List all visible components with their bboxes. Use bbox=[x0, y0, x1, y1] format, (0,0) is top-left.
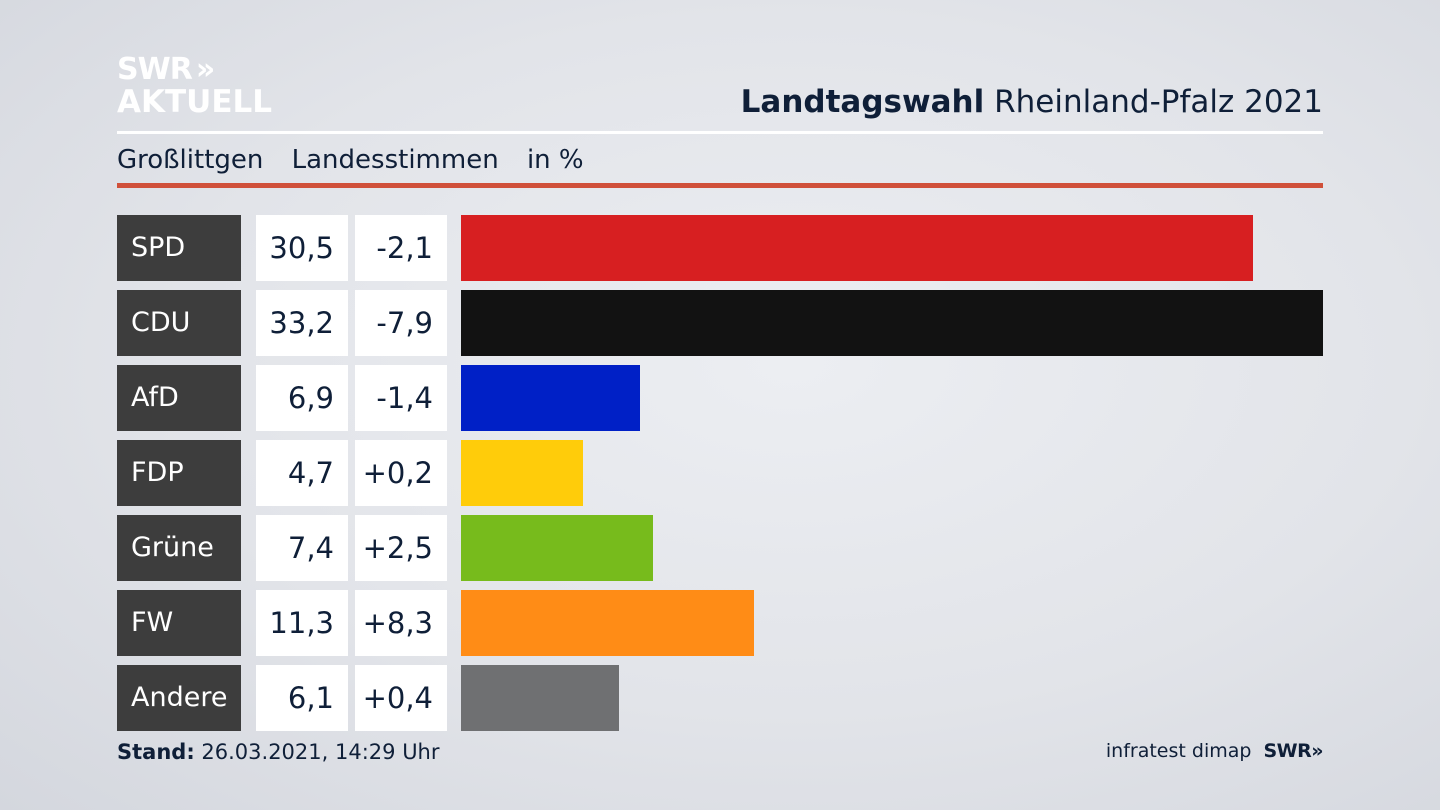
chart-title: Landtagswahl Rheinland-Pfalz 2021 bbox=[741, 84, 1323, 120]
party-label: CDU bbox=[117, 290, 241, 356]
logo-chevron-icon: » bbox=[195, 52, 216, 87]
vote-share-label: 6,9 bbox=[256, 365, 348, 431]
chart-title-rest: Rheinland-Pfalz 2021 bbox=[994, 84, 1323, 120]
chart-row: FDP 4,7 +0,2 bbox=[117, 440, 1323, 506]
bar bbox=[461, 365, 641, 431]
source-credit: infratest dimap SWR» bbox=[1105, 740, 1324, 762]
accent-divider bbox=[117, 183, 1323, 188]
header-divider bbox=[117, 131, 1323, 134]
change-label: +0,2 bbox=[355, 440, 447, 506]
change-label: -1,4 bbox=[355, 365, 447, 431]
change-label: -2,1 bbox=[355, 215, 447, 281]
change-label: +8,3 bbox=[355, 590, 447, 656]
footer-chevron-icon: » bbox=[1311, 740, 1323, 762]
party-label: FDP bbox=[117, 440, 241, 506]
vote-share-label: 4,7 bbox=[256, 440, 348, 506]
party-label: Grüne bbox=[117, 515, 241, 581]
timestamp-value: 26.03.2021, 14:29 Uhr bbox=[201, 740, 440, 764]
chart-row: CDU 33,2 -7,9 bbox=[117, 290, 1323, 356]
chart-subtitle: Großlittgen Landesstimmen in % bbox=[117, 145, 604, 175]
vote-share-label: 6,1 bbox=[256, 665, 348, 731]
vote-share-label: 7,4 bbox=[256, 515, 348, 581]
swr-aktuell-logo: SWR » AKTUELL bbox=[117, 54, 273, 120]
change-label: +2,5 bbox=[355, 515, 447, 581]
bar bbox=[461, 440, 584, 506]
timestamp-label: Stand: bbox=[117, 740, 195, 764]
bar bbox=[461, 515, 654, 581]
vote-share-label: 11,3 bbox=[256, 590, 348, 656]
footer-swr-logo: SWR» bbox=[1263, 740, 1323, 762]
change-label: -7,9 bbox=[355, 290, 447, 356]
party-label: FW bbox=[117, 590, 241, 656]
chart-row: Andere 6,1 +0,4 bbox=[117, 665, 1323, 731]
timestamp: Stand: 26.03.2021, 14:29 Uhr bbox=[117, 740, 440, 764]
party-label: SPD bbox=[117, 215, 241, 281]
chart-row: AfD 6,9 -1,4 bbox=[117, 365, 1323, 431]
party-label: Andere bbox=[117, 665, 241, 731]
vote-share-label: 30,5 bbox=[256, 215, 348, 281]
change-label: +0,4 bbox=[355, 665, 447, 731]
chart-title-bold: Landtagswahl bbox=[740, 84, 985, 120]
source-name: infratest dimap bbox=[1105, 740, 1252, 762]
logo-swr-text: SWR bbox=[117, 52, 193, 87]
subtitle-measure: Landesstimmen bbox=[291, 145, 499, 175]
bar bbox=[461, 290, 1323, 356]
logo-aktuell-text: AKTUELL bbox=[117, 84, 273, 120]
bar bbox=[461, 590, 755, 656]
footer-swr-text: SWR bbox=[1263, 740, 1312, 762]
party-label: AfD bbox=[117, 365, 241, 431]
logo-line1: SWR » bbox=[117, 54, 272, 86]
vote-share-label: 33,2 bbox=[256, 290, 348, 356]
chart-row: Grüne 7,4 +2,5 bbox=[117, 515, 1323, 581]
chart-row: SPD 30,5 -2,1 bbox=[117, 215, 1323, 281]
bar bbox=[461, 215, 1253, 281]
subtitle-unit: in % bbox=[526, 145, 584, 175]
subtitle-place: Großlittgen bbox=[117, 145, 264, 175]
bar bbox=[461, 665, 620, 731]
chart-row: FW 11,3 +8,3 bbox=[117, 590, 1323, 656]
